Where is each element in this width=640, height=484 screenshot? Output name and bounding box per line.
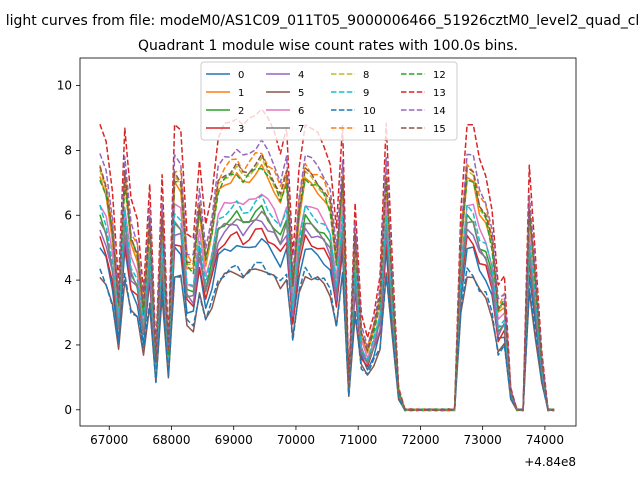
legend-label-11: 11 — [363, 124, 376, 135]
series-line-2 — [99, 204, 555, 412]
x-tick-label: 71000 — [339, 433, 377, 447]
legend-label-12: 12 — [433, 70, 446, 81]
y-axis-ticks: 0 2 4 6 8 10 — [57, 79, 80, 417]
figure-suptitle: Plotting light curves from file: modeM0/… — [0, 13, 640, 29]
y-tick-label: 10 — [57, 79, 72, 93]
legend-label-1: 1 — [238, 88, 244, 99]
legend-label-7: 7 — [298, 124, 304, 135]
legend-label-4: 4 — [298, 70, 304, 81]
x-tick-label: 72000 — [401, 433, 439, 447]
series-line-7 — [99, 210, 555, 412]
x-tick-label: 74000 — [526, 433, 564, 447]
series-line-10 — [99, 261, 555, 412]
series-line-14 — [99, 139, 555, 412]
legend-label-2: 2 — [238, 106, 244, 117]
x-tick-label: 73000 — [464, 433, 502, 447]
legend-label-5: 5 — [298, 88, 304, 99]
legend-label-3: 3 — [238, 124, 244, 135]
series-line-15 — [99, 153, 555, 412]
series-line-9 — [99, 194, 555, 412]
y-tick-label: 2 — [64, 338, 72, 352]
series-line-11 — [99, 151, 555, 412]
legend-label-15: 15 — [433, 124, 446, 135]
y-tick-label: 6 — [64, 208, 72, 222]
legend-box — [200, 61, 458, 141]
series-line-1 — [99, 163, 555, 412]
legend-label-0: 0 — [238, 70, 244, 81]
x-tick-label: 69000 — [215, 433, 253, 447]
x-offset-label: +4.84e8 — [524, 455, 576, 469]
series-line-13 — [99, 108, 555, 412]
chart-title: Quadrant 1 module wise count rates with … — [138, 38, 518, 54]
y-tick-label: 8 — [64, 143, 72, 157]
legend-label-14: 14 — [433, 106, 446, 117]
legend-label-10: 10 — [363, 106, 376, 117]
x-tick-label: 70000 — [277, 433, 315, 447]
legend-label-6: 6 — [298, 106, 304, 117]
x-tick-label: 68000 — [152, 433, 190, 447]
series-line-0 — [99, 237, 555, 412]
y-tick-label: 4 — [64, 273, 72, 287]
series-line-4 — [99, 218, 555, 412]
series-lines — [99, 108, 555, 412]
legend-label-9: 9 — [363, 88, 369, 99]
y-tick-label: 0 — [64, 403, 72, 417]
x-tick-label: 67000 — [90, 433, 128, 447]
series-line-3 — [99, 227, 555, 412]
legend-label-13: 13 — [433, 88, 446, 99]
plot-frame — [79, 57, 577, 427]
legend-label-8: 8 — [363, 70, 369, 81]
x-axis-ticks: 67000 68000 69000 70000 71000 72000 73000 74000 — [90, 426, 564, 447]
